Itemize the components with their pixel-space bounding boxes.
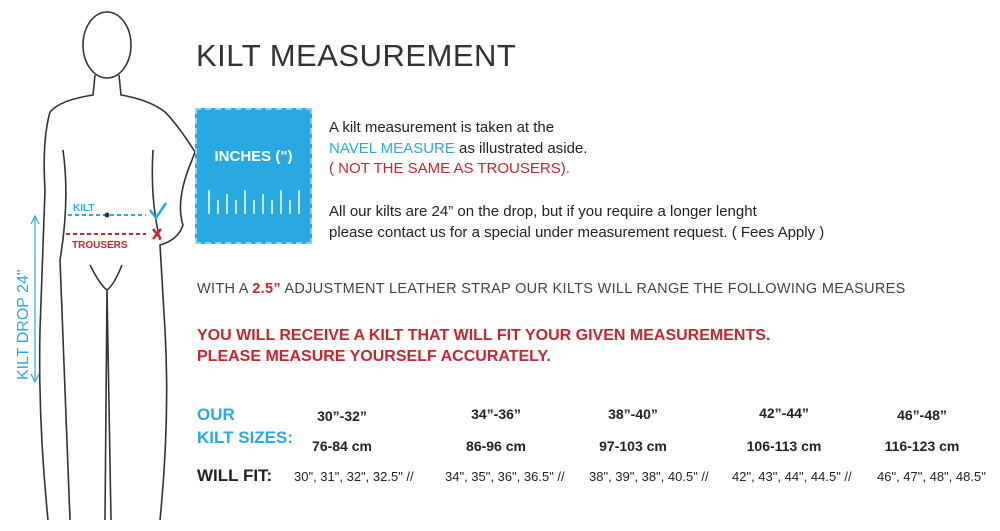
intro-line-5: please contact us for a special under me…: [329, 224, 825, 241]
ruler-icon: [208, 190, 300, 214]
fit-values: 46", 47", 48", 48.5": [877, 469, 986, 484]
size-inches: 42”-44”: [759, 405, 809, 421]
sizes-label-2: KILT SIZES:: [197, 428, 294, 447]
size-cm: 76-84 cm: [312, 438, 372, 454]
warning-line-2: PLEASE MEASURE YOURSELF ACCURATELY.: [197, 348, 551, 365]
size-cm: 116-123 cm: [884, 438, 960, 454]
kilt-drop-label: KILT DROP 24": [15, 269, 32, 380]
inches-box: INCHES ("): [195, 108, 312, 244]
fit-values: 30", 31", 32", 32.5" //: [294, 469, 414, 484]
adjust-suffix: ADJUSTMENT LEATHER STRAP OUR KILTS WILL …: [280, 281, 906, 297]
fit-values: 42", 43", 44", 44.5" //: [732, 469, 852, 484]
will-fit-label: WILL FIT:: [197, 466, 273, 485]
adjust-value: 2.5”: [252, 281, 281, 297]
warning-line-1: YOU WILL RECEIVE A KILT THAT WILL FIT YO…: [197, 327, 771, 344]
intro-line-3: ( NOT THE SAME AS TROUSERS).: [329, 160, 570, 177]
sizes-label-1: OUR: [197, 405, 235, 424]
intro-line-1: A kilt measurement is taken at the: [329, 119, 555, 136]
cross-icon: [152, 228, 162, 240]
intro-line-2-rest: as illustrated aside.: [454, 140, 588, 157]
body-figure: KILT TROUSERS KILT DROP 24": [15, 11, 196, 521]
kilt-label: KILT: [73, 203, 94, 214]
intro-line-4: All our kilts are 24” on the drop, but i…: [329, 203, 757, 220]
size-cm: 86-96 cm: [466, 438, 526, 454]
size-inches: 34”-36”: [471, 406, 521, 422]
size-inches: 30”-32”: [317, 408, 367, 424]
size-cm: 97-103 cm: [599, 438, 667, 454]
size-inches: 46”-48”: [897, 407, 947, 423]
inches-label: INCHES ("): [214, 148, 293, 165]
intro-line-2: NAVEL MEASURE as illustrated aside.: [329, 140, 587, 157]
fit-values: 38", 39", 38", 40.5" //: [589, 469, 709, 484]
fit-values: 34", 35", 36", 36.5" //: [445, 469, 565, 484]
size-inches: 38”-40”: [608, 406, 658, 422]
adjust-prefix: WITH A: [197, 281, 253, 297]
trousers-label: TROUSERS: [72, 240, 128, 251]
adjustment-text: WITH A 2.5” ADJUSTMENT LEATHER STRAP OUR…: [197, 281, 906, 297]
page-title: KILT MEASUREMENT: [196, 38, 517, 73]
navel-measure: NAVEL MEASURE: [329, 140, 455, 157]
check-icon: [149, 202, 168, 221]
size-cm: 106-113 cm: [746, 438, 822, 454]
